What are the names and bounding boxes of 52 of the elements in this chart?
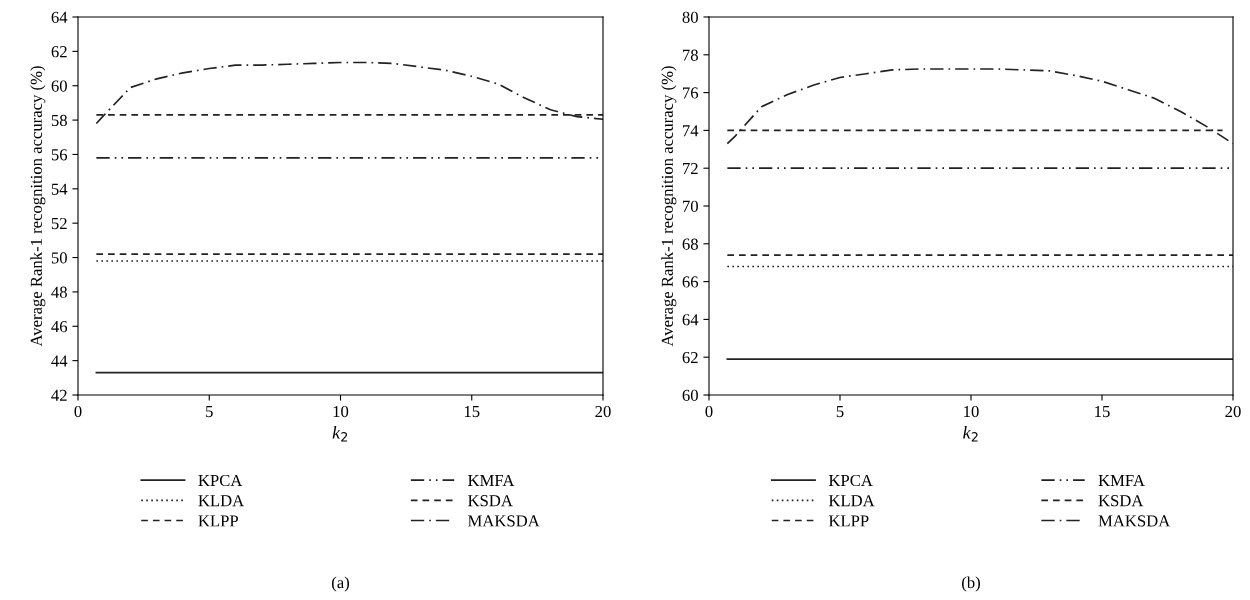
y-tick-label: 48 [51,286,67,298]
y-tick-label: 44 [51,355,68,367]
y-tick-label: 68 [682,238,698,250]
x-axis-title: k$_{2}$ [332,425,348,442]
x-tick-label: 0 [74,405,82,418]
y-tick-label: 72 [683,162,698,174]
y-tick-label: 52 [51,217,67,230]
x-axis-title: k$_{2}$ [963,425,978,442]
legend-label: KLPP [198,515,238,527]
y-tick-label: 64 [682,314,699,326]
y-tick-label: 46 [51,321,68,333]
x-tick-label: 20 [595,405,611,418]
x-tick-label: 10 [964,405,979,418]
y-axis-title: Average Rank-1 recognition accuracy (%) [661,66,677,347]
x-tick-label: 15 [464,405,480,418]
y-tick-label: 60 [51,80,67,92]
x-tick-label: 5 [836,406,844,418]
legend-label: KMFA [468,474,515,486]
text: (a) [331,576,350,592]
y-tick-label: 60 [682,389,698,401]
legend-label: KSDA [468,495,513,507]
x-tick-label: 0 [705,405,713,418]
y-tick-label: 80 [682,11,698,23]
x-tick-label: 5 [206,406,213,418]
legend-label: KMFA [1098,474,1145,486]
y-tick-label: 42 [51,389,67,401]
y-tick-label: 76 [683,87,699,99]
y-tick-label: 78 [683,49,698,61]
legend-label: KLDA [198,495,245,507]
y-tick-label: 54 [51,183,68,195]
y-tick-label: 58 [51,114,67,127]
x-tick-label: 15 [1095,405,1110,418]
x-tick-label: 10 [333,405,349,418]
legend-label: KPCA [828,474,873,487]
y-tick-label: 64 [51,11,68,23]
legend-label: KLDA [828,495,875,507]
legend-label: MAKSDA [468,515,540,527]
x-tick-label: 20 [1225,405,1241,418]
legend-label: KSDA [1098,495,1144,507]
legend-label: KPCA [198,474,243,487]
y-tick-label: 66 [682,276,699,288]
legend-label: MAKSDA [1098,515,1171,527]
y-tick-label: 62 [682,351,698,364]
y-tick-label: 62 [51,46,67,58]
y-axis-title: Average Rank-1 recognition accuracy (%) [30,66,46,347]
y-tick-label: 74 [683,125,699,137]
y-tick-label: 50 [51,252,67,264]
text: (b) [962,576,980,592]
line-series [95,61,603,125]
legend-label: KLPP [828,515,869,527]
y-tick-label: 56 [51,149,68,161]
y-tick-label: 70 [683,200,698,212]
